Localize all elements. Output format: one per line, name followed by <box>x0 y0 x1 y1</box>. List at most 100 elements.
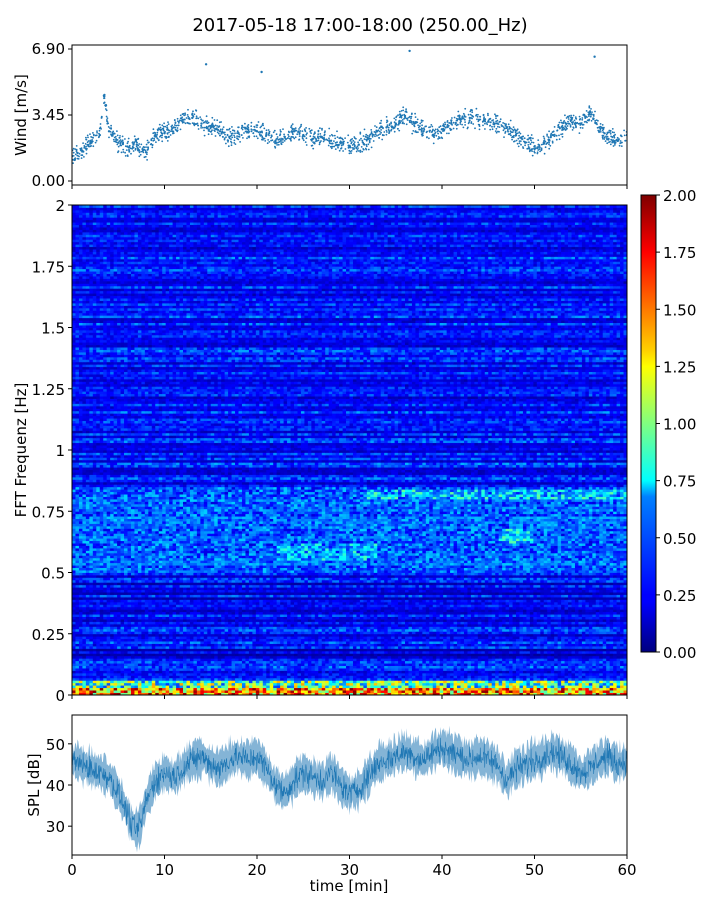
spectrogram-cell <box>432 653 437 657</box>
wind-data-point <box>413 122 416 125</box>
spectrogram-cell <box>470 682 475 686</box>
wind-point <box>205 115 208 118</box>
spectrogram-cell <box>411 663 416 666</box>
spectrogram-cell <box>543 653 548 657</box>
spectrogram-cell <box>436 682 441 686</box>
spectrogram-cell <box>172 658 177 662</box>
spectrogram-cell <box>474 675 479 679</box>
spectrogram-cell <box>179 680 184 684</box>
spectrogram-cell <box>259 665 264 669</box>
spectrogram-cell <box>99 687 104 691</box>
spectrogram-cell <box>599 680 604 684</box>
spectrogram-cell <box>342 677 347 681</box>
wind-data-point <box>593 55 596 58</box>
spectrogram-cell <box>366 685 371 689</box>
spectrogram-cell <box>238 653 243 657</box>
wind-point <box>377 134 380 136</box>
spectrogram-cell <box>502 675 506 679</box>
spectrogram-cell <box>99 680 104 684</box>
spectrogram-cell <box>332 677 337 681</box>
spectrogram-cell <box>418 660 423 664</box>
wind-point <box>196 122 199 125</box>
spectrogram-cell <box>384 692 389 695</box>
spectrogram-cell <box>241 655 246 659</box>
wind-point <box>273 129 276 132</box>
wind-point <box>270 134 273 137</box>
spectrogram-cell <box>186 690 191 693</box>
spectrogram-cell <box>130 663 135 666</box>
spectrogram-cell <box>273 646 278 649</box>
spectrogram-cell <box>408 650 413 654</box>
spectrogram-cell <box>401 663 406 666</box>
spectrogram-cell <box>436 653 441 657</box>
spectrogram-cell <box>283 672 288 676</box>
spectrogram-cell <box>349 687 354 691</box>
spectrogram-cell <box>210 648 215 652</box>
spectrogram-cell <box>533 668 538 671</box>
spectrogram-cell <box>574 653 579 657</box>
spectrogram-cell <box>273 682 278 686</box>
wind-point <box>467 113 470 116</box>
wind-point <box>613 141 615 144</box>
spectrogram-cell <box>512 660 517 664</box>
spectrogram-cell <box>207 690 212 693</box>
spectrogram-cell <box>432 685 437 689</box>
spectrogram-cell <box>498 653 503 657</box>
spectrogram-cell <box>318 665 323 669</box>
wind-data-point <box>403 114 407 118</box>
wind-point <box>314 132 316 135</box>
wind-point <box>518 134 520 137</box>
spectrogram-cell <box>339 672 343 676</box>
spectrogram-cell <box>415 668 420 671</box>
spectrogram-cell <box>595 690 600 693</box>
spectrogram-cell <box>137 690 142 693</box>
spectrogram-cell <box>398 655 402 659</box>
spectrogram-cell <box>82 687 87 691</box>
wind-point <box>428 126 430 129</box>
spectrogram-cell <box>408 677 413 681</box>
spectrogram-cell <box>432 680 437 684</box>
spectrogram-cell <box>429 687 434 691</box>
spectrogram-cell <box>592 660 597 664</box>
spectrogram-cell <box>304 687 309 691</box>
spectrogram-cell <box>335 692 340 695</box>
spectrogram-cell <box>588 648 593 652</box>
wind-point <box>485 122 488 124</box>
spectrogram-cell <box>366 665 371 669</box>
wind-data-point <box>274 139 277 142</box>
wind-point <box>422 134 424 137</box>
wind-point <box>321 129 323 131</box>
spectrogram-cell <box>606 685 611 689</box>
spectrogram-cell <box>377 668 382 671</box>
wind-point <box>116 143 119 146</box>
spectrogram-cell <box>352 687 357 691</box>
spectrogram-cell <box>287 685 291 689</box>
spectrogram-cell <box>124 658 128 662</box>
spectrogram-cell <box>162 677 167 681</box>
spectrogram-cell <box>120 658 125 662</box>
spectrogram-cell <box>259 653 264 657</box>
spectrogram-cell <box>377 677 382 681</box>
spectrogram-cell <box>588 668 593 671</box>
spectrogram-cell <box>623 687 627 691</box>
spectrogram-cell <box>588 677 593 681</box>
spectrogram-cell <box>276 648 281 652</box>
spectrogram-cell <box>450 658 454 662</box>
spectrogram-cell <box>561 680 565 684</box>
spectrogram-cell <box>311 682 316 686</box>
spectrogram-cell <box>89 685 94 689</box>
spectrogram-cell <box>411 660 416 664</box>
wind-point <box>530 139 532 142</box>
spectrogram-cell <box>550 692 555 695</box>
spectrogram-cell <box>373 680 378 684</box>
spectrogram-cell <box>99 653 104 657</box>
spectrogram-cell <box>533 660 538 664</box>
wind-point <box>151 146 154 149</box>
spectrogram-cell <box>415 685 420 689</box>
spectrogram-cell <box>203 682 208 686</box>
spectrogram-cell <box>581 692 586 695</box>
spectrogram-cell <box>172 690 177 693</box>
wind-point <box>124 138 126 140</box>
wind-point <box>366 134 369 137</box>
wind-point <box>359 132 362 135</box>
